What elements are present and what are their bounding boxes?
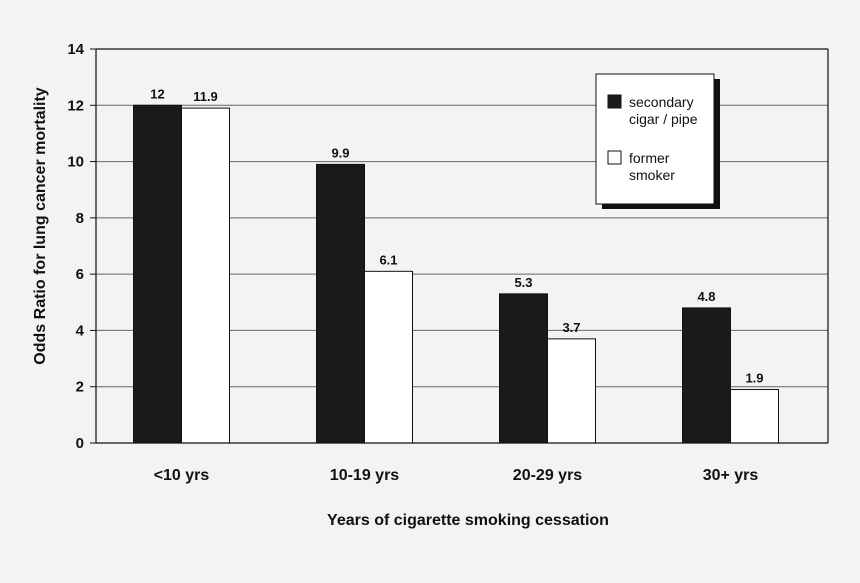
data-label: 1.9 <box>745 371 763 386</box>
y-tick-label: 6 <box>76 266 84 283</box>
bar <box>547 338 596 444</box>
x-tick-label: 30+ yrs <box>703 467 759 484</box>
y-tick-label: 4 <box>76 322 85 339</box>
y-axis-title: Odds Ratio for lung cancer mortality <box>32 87 49 364</box>
legend-swatch-former <box>607 150 622 165</box>
y-tick-label: 2 <box>76 379 84 396</box>
y-tick-label: 8 <box>76 210 84 227</box>
axes: 0 2 4 6 8 10 12 14 <10 yrs 10-19 yrs 20-29 yrs 30+ … <box>67 41 829 484</box>
y-tick-label: 0 <box>76 435 84 452</box>
bar <box>364 270 413 444</box>
y-tick-label: 14 <box>67 41 84 58</box>
bar <box>181 107 230 444</box>
data-label: 12 <box>150 86 164 101</box>
data-label: 3.7 <box>562 320 580 335</box>
bars <box>133 104 779 444</box>
bar <box>730 389 779 444</box>
bar <box>682 307 731 444</box>
legend-label-line: secondary <box>629 94 694 110</box>
legend-label-line: cigar / pipe <box>629 111 698 127</box>
y-tick-label: 10 <box>67 154 84 171</box>
legend-label-line: former <box>629 150 670 166</box>
data-label: 11.9 <box>193 89 218 104</box>
legend-swatch-secondary <box>607 94 622 109</box>
data-label: 4.8 <box>697 289 715 304</box>
legend: secondary cigar / pipe former smoker <box>595 73 720 209</box>
x-tick-label: 10-19 yrs <box>330 467 399 484</box>
data-label: 9.9 <box>331 145 349 160</box>
x-axis-title: Years of cigarette smoking cessation <box>327 512 609 529</box>
x-tick-label: <10 yrs <box>154 467 210 484</box>
bar <box>133 104 182 444</box>
x-tick-label: 20-29 yrs <box>513 467 582 484</box>
y-tick-label: 12 <box>67 97 84 114</box>
legend-label-line: smoker <box>629 167 675 183</box>
data-label: 5.3 <box>514 275 532 290</box>
bar <box>499 293 548 444</box>
data-labels: 12 11.9 9.9 6.1 5.3 3.7 4.8 1.9 <box>150 86 763 385</box>
data-label: 6.1 <box>379 252 397 267</box>
bar <box>316 163 365 444</box>
